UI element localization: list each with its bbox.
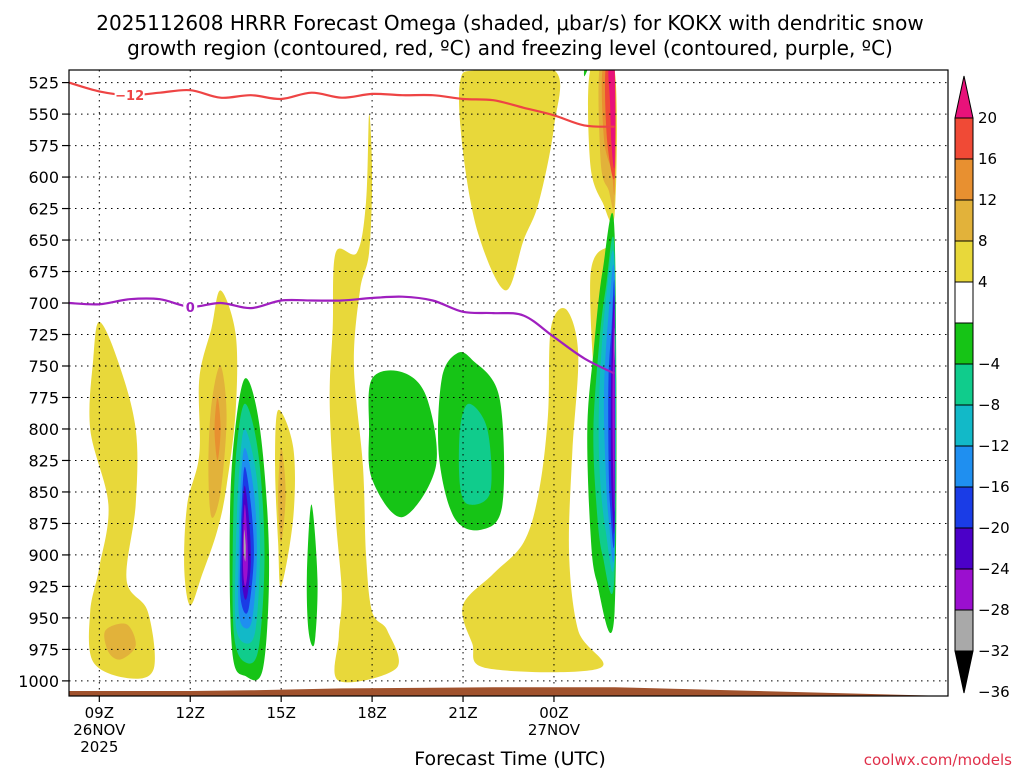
y-tick-label-825: 825: [28, 451, 59, 470]
terrain-layer: [69, 687, 948, 696]
omega-neg-n7: [612, 308, 615, 512]
plot-frame: [68, 69, 949, 697]
omega-pos-a1: [88, 321, 155, 679]
colorbar-label-13: −36: [978, 683, 1010, 701]
y-tick-label-775: 775: [28, 388, 59, 407]
y-tick-label-975: 975: [28, 640, 59, 659]
colorbar-label-0: 20: [978, 109, 997, 127]
colorbar-label-2: 12: [978, 191, 997, 209]
colorbar-bin--28-to--24: [954, 527, 974, 570]
omega-pos-f1: [329, 113, 399, 683]
omega-neg-g1: [368, 370, 437, 518]
omega-neg-c8: [243, 529, 246, 562]
colorbar-bin-12-to-16: [954, 158, 974, 201]
colorbar-label-1: 16: [978, 150, 997, 168]
y-tick-label-725: 725: [28, 326, 59, 345]
chart-title-line2: growth region (contoured, red, ºC) and f…: [127, 36, 893, 60]
y-tick-label-700: 700: [28, 294, 59, 313]
freezing-contour-line: [69, 295, 616, 375]
colorbar-bin--12-to--8: [954, 363, 974, 406]
omega-neg-e1: [306, 504, 318, 647]
colorbar-bin-under-36: [954, 650, 974, 694]
chart-title-line1: 2025112608 HRRR Forecast Omega (shaded, …: [96, 11, 923, 35]
grid-layer: [69, 70, 948, 696]
colorbar-bin-4-to-8: [954, 240, 974, 283]
x-tick-label-09Z: 09Z: [85, 704, 114, 722]
colorbar-bin--36-to--32: [954, 609, 974, 652]
y-tick-label-950: 950: [28, 609, 59, 628]
contour-layer: −12 0: [69, 81, 616, 375]
colorbar-label-6: −8: [978, 396, 1000, 414]
y-tick-label-875: 875: [28, 514, 59, 533]
colorbar-bin--32-to--28: [954, 568, 974, 611]
omega-pos-j1: [462, 307, 604, 673]
omega-pos-a2: [104, 623, 136, 660]
x-tick-year-09Z: 2025: [80, 738, 118, 756]
y-tick-label-900: 900: [28, 546, 59, 565]
omega-pos-d2: [278, 447, 286, 543]
colorbar-label-7: −12: [978, 437, 1010, 455]
colorbar-bin--8-to--4: [954, 322, 974, 365]
y-tick-label-750: 750: [28, 357, 59, 376]
freezing-contour-label: 0: [186, 301, 195, 316]
dgz-contour-label: −12: [115, 89, 144, 104]
colorbar-label-11: −28: [978, 601, 1010, 619]
colorbar-bin--20-to--16: [954, 445, 974, 488]
y-tick-label-800: 800: [28, 420, 59, 439]
x-tick-label-12Z: 12Z: [176, 704, 205, 722]
y-tick-label-675: 675: [28, 263, 59, 282]
x-tick-date-09Z: 26NOV: [73, 721, 126, 739]
colorbar-bin-over-20: [954, 75, 974, 119]
colorbar-label-9: −20: [978, 519, 1010, 537]
colorbar-label-3: 8: [978, 232, 988, 250]
x-tick-label-21Z: 21Z: [448, 704, 477, 722]
colorbar-bin--24-to--20: [954, 486, 974, 529]
colorbar-label-5: −4: [978, 355, 1000, 373]
terrain-surface: [69, 687, 948, 696]
y-tick-label-600: 600: [28, 168, 59, 187]
x-tick-label-15Z: 15Z: [266, 704, 295, 722]
colorbar-bin--16-to--12: [954, 404, 974, 447]
dgz-contour-label-bg: [114, 87, 145, 103]
omega-neg-l0: [583, 70, 588, 77]
colorbar-bin--4-to-4: [954, 281, 974, 324]
y-tick-label-850: 850: [28, 483, 59, 502]
omega-pos-b3: [214, 397, 221, 461]
y-tick-label-625: 625: [28, 200, 59, 219]
omega-neg-n8: [614, 327, 615, 361]
x-tick-label-18Z: 18Z: [357, 704, 386, 722]
x-axis-label: Forecast Time (UTC): [414, 748, 605, 768]
colorbar-label-4: 4: [978, 273, 988, 291]
omega-shading-layer: [88, 70, 617, 683]
colorbar-label-8: −16: [978, 478, 1010, 496]
dgz-contour-line: [69, 81, 615, 128]
y-axis: 525 550 575 600 625 650 675 700 725 750 775 800 825 8…: [18, 74, 69, 691]
x-tick-label-00Z: 00Z: [539, 704, 568, 722]
y-tick-label-650: 650: [28, 231, 59, 250]
y-tick-label-575: 575: [28, 137, 59, 156]
colorbar-bin-8-to-12: [954, 199, 974, 242]
freezing-contour-label-bg: [183, 298, 198, 314]
omega-pos-k5: [608, 70, 616, 169]
x-tick-date-00Z: 27NOV: [528, 721, 581, 739]
colorbar: 20 16 12 8 4 −4 −8 −12 −16 −20 −24 −28 −32 −36: [954, 75, 1010, 701]
colorbar-label-10: −24: [978, 560, 1010, 578]
y-tick-label-550: 550: [28, 105, 59, 124]
plot-area: −12 0: [68, 69, 949, 697]
y-tick-label-925: 925: [28, 577, 59, 596]
credit-text: coolwx.com/models: [864, 751, 1012, 768]
omega-pos-h1: [459, 70, 561, 291]
y-tick-label-1000: 1000: [18, 672, 59, 691]
colorbar-bin-16-to-20: [954, 117, 974, 160]
y-tick-label-525: 525: [28, 74, 59, 93]
colorbar-label-12: −32: [978, 642, 1010, 660]
